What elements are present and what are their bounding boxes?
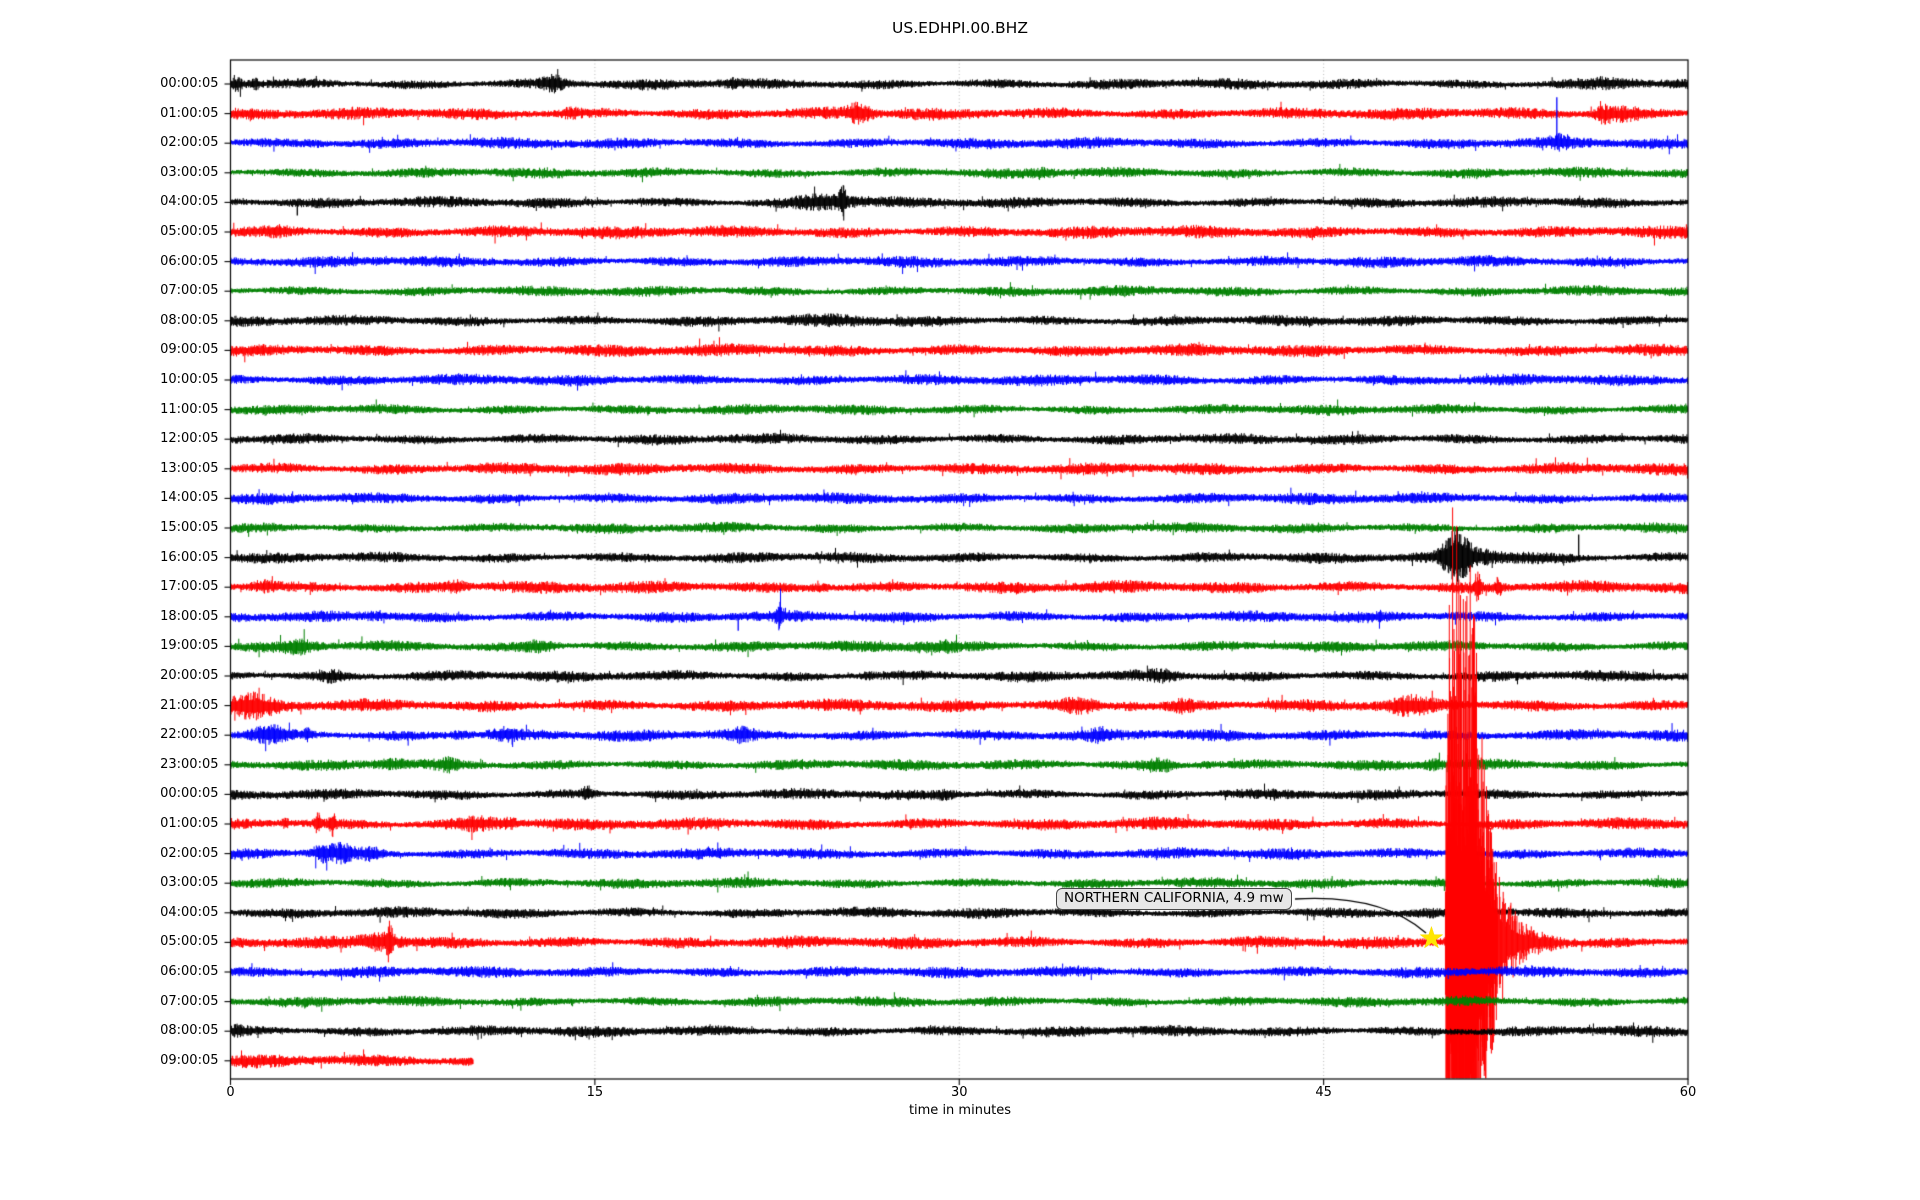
- trace-label: 07:00:05: [160, 993, 219, 1009]
- trace-label: 05:00:05: [160, 224, 219, 239]
- x-tick-label: 60: [1679, 1085, 1697, 1100]
- trace-label: 08:00:05: [160, 312, 219, 328]
- trace-label: 22:00:05: [160, 727, 219, 743]
- trace-label: 01:00:05: [160, 105, 219, 121]
- trace-label: 12:00:05: [160, 431, 219, 447]
- trace-label: 00:00:05: [160, 76, 219, 91]
- trace-label: 05:00:05: [160, 934, 219, 950]
- trace-label: 00:00:05: [160, 786, 219, 802]
- trace-label: 04:00:05: [160, 194, 219, 210]
- trace-label: 01:00:05: [160, 816, 219, 831]
- trace-label: 19:00:05: [160, 638, 219, 654]
- x-tick-label: 15: [586, 1085, 604, 1100]
- trace-label: 20:00:05: [160, 668, 219, 683]
- trace-label: 08:00:05: [160, 1023, 219, 1039]
- trace-label: 10:00:05: [160, 372, 219, 387]
- earthquake-annotation: NORTHERN CALIFORNIA, 4.9 mw: [1056, 888, 1292, 910]
- trace-label: 21:00:05: [160, 697, 219, 713]
- x-axis-label: time in minutes: [908, 1103, 1012, 1118]
- trace-label: 14:00:05: [160, 490, 219, 506]
- trace-label: 17:00:05: [160, 579, 219, 595]
- trace-label: 16:00:05: [160, 549, 219, 565]
- x-tick-label: 0: [226, 1085, 235, 1100]
- trace-label: 03:00:05: [160, 164, 219, 180]
- trace-label: 09:00:05: [160, 342, 219, 358]
- trace-label: 06:00:05: [160, 253, 219, 269]
- trace-label: 23:00:05: [160, 756, 219, 772]
- trace-label: 18:00:05: [160, 608, 219, 624]
- trace-label: 02:00:05: [160, 135, 219, 151]
- x-tick-label: 30: [950, 1085, 968, 1100]
- trace-label: 02:00:05: [160, 845, 219, 861]
- trace-label: 11:00:05: [160, 401, 219, 417]
- earthquake-star-icon: ★: [1417, 921, 1445, 957]
- trace-label: 06:00:05: [160, 964, 219, 979]
- trace-label: 04:00:05: [160, 904, 219, 920]
- trace-label: 15:00:05: [160, 520, 219, 535]
- earthquake-annotation-text: NORTHERN CALIFORNIA, 4.9 mw: [1064, 890, 1284, 906]
- trace-label: 13:00:05: [160, 460, 219, 476]
- chart-title: US.EDHPI.00.BHZ: [892, 19, 1028, 37]
- trace-label: 07:00:05: [160, 283, 219, 299]
- x-tick-label: 45: [1315, 1085, 1332, 1100]
- trace-label: 09:00:05: [160, 1052, 219, 1068]
- trace-label: 03:00:05: [160, 875, 219, 891]
